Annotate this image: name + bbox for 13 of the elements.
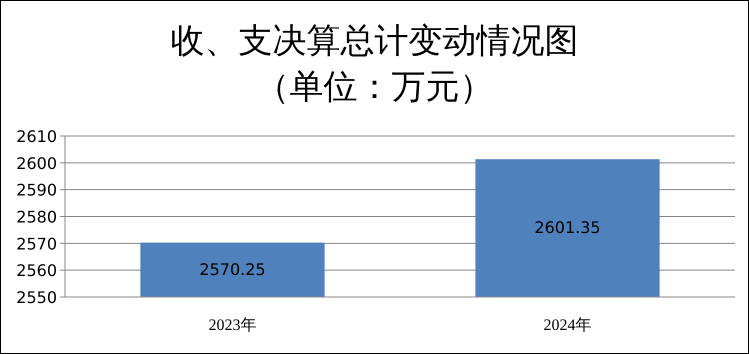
y-tick-label: 2570 xyxy=(16,234,57,254)
y-tick-label: 2580 xyxy=(16,208,57,226)
chart-subtitle: （单位：万元） xyxy=(256,69,494,106)
y-tick-label: 2560 xyxy=(16,261,57,280)
y-tick-label: 2590 xyxy=(16,180,57,200)
y-tick-label: 2550 xyxy=(16,288,57,307)
x-tick-label: 2023年 xyxy=(208,317,256,334)
y-tick-label: 2610 xyxy=(16,127,57,146)
y-tick-label: 2600 xyxy=(16,154,57,173)
chart-title: 收、支决算总计变动情况图 xyxy=(170,23,578,60)
data-label: 2601.35 xyxy=(534,218,601,238)
data-label: 2570.25 xyxy=(199,260,266,279)
x-tick-label: 2024年 xyxy=(544,317,592,334)
